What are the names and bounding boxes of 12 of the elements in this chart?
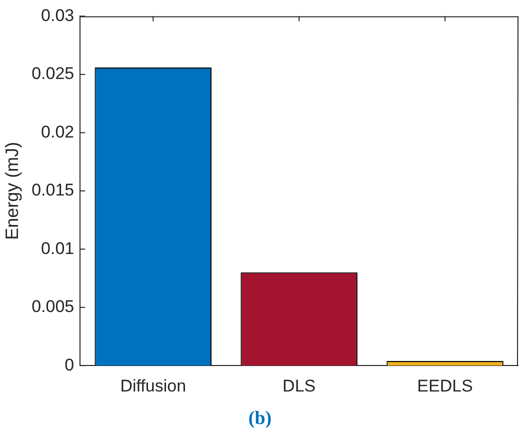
y-tick-label: 0.015 bbox=[32, 180, 74, 200]
y-tick-label: 0.02 bbox=[41, 122, 74, 142]
y-tick-label: 0.01 bbox=[41, 238, 74, 258]
x-tick-label: DLS bbox=[282, 376, 316, 396]
x-tick-label: EEDLS bbox=[417, 376, 473, 396]
y-tick-label: 0.025 bbox=[32, 64, 74, 84]
x-tick-label: Diffusion bbox=[120, 376, 186, 396]
y-tick-label: 0 bbox=[64, 355, 74, 374]
y-axis-title: Energy (mJ) bbox=[2, 142, 22, 240]
text: (b) bbox=[247, 408, 273, 430]
y-tick-label: 0.03 bbox=[41, 6, 74, 25]
y-tick-label: 0.005 bbox=[32, 297, 74, 316]
